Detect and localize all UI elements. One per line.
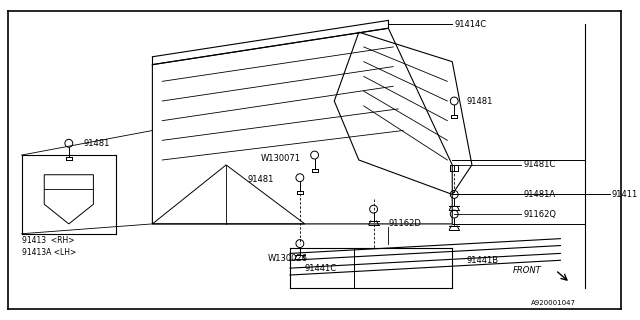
Text: 91441B: 91441B [467, 256, 499, 265]
Text: 91411: 91411 [611, 190, 638, 199]
Text: 91413  <RH>: 91413 <RH> [22, 236, 74, 245]
Text: 91481: 91481 [84, 139, 110, 148]
Text: 91414C: 91414C [454, 20, 486, 29]
Text: FRONT: FRONT [513, 266, 542, 275]
Text: 91441C: 91441C [305, 264, 337, 273]
Text: 91481: 91481 [467, 97, 493, 106]
Text: 91162D: 91162D [388, 220, 421, 228]
Text: W130026: W130026 [268, 254, 307, 263]
Text: A920001047: A920001047 [531, 300, 576, 306]
Text: 91481: 91481 [248, 175, 274, 184]
Text: 91162Q: 91162Q [523, 210, 556, 219]
Text: W130071: W130071 [260, 154, 301, 163]
Text: 91481C: 91481C [523, 160, 556, 169]
Text: 91413A <LH>: 91413A <LH> [22, 248, 76, 257]
Text: 91481A: 91481A [523, 190, 555, 199]
